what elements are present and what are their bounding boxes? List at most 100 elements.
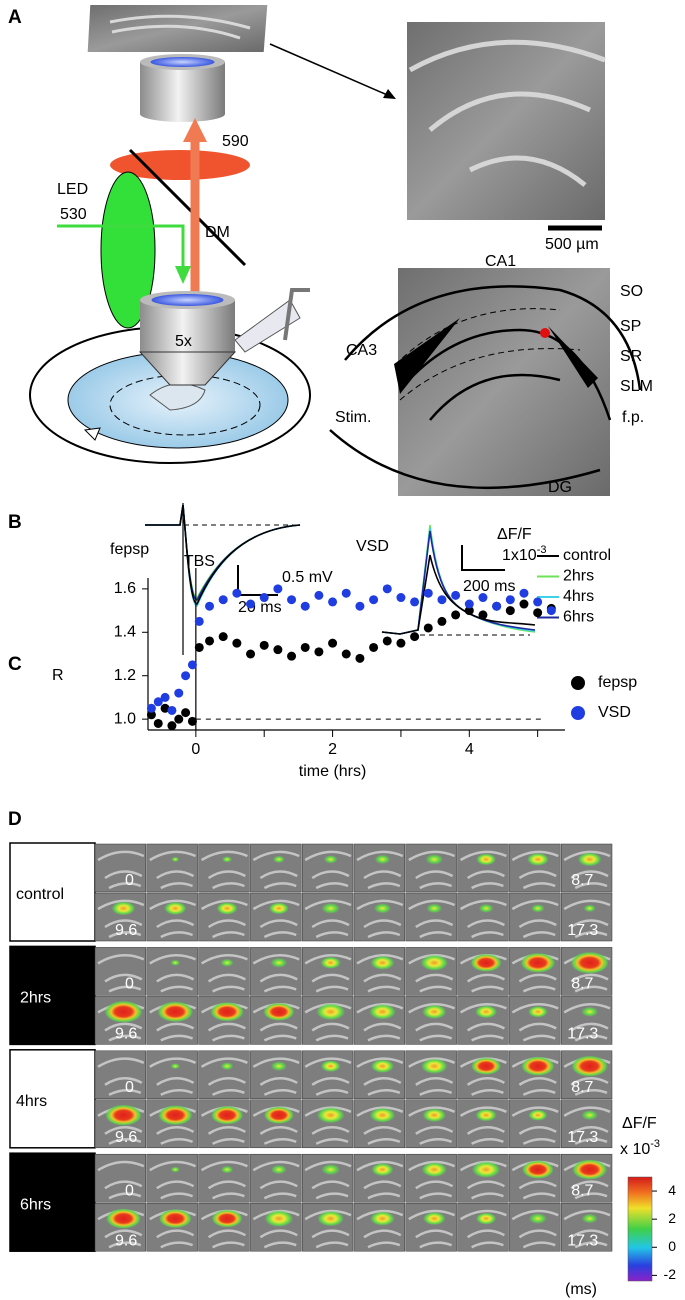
activity-blob — [216, 902, 238, 915]
frame-time: 0 — [125, 976, 134, 993]
frame-texture — [252, 850, 300, 890]
frame-time: 9.6 — [115, 1129, 137, 1146]
activity-blob — [577, 852, 602, 867]
activity-blob — [421, 1162, 447, 1177]
data-point — [451, 610, 461, 620]
tube-lens-bottom — [140, 106, 225, 122]
data-point — [167, 705, 177, 715]
activity-blob — [211, 1105, 244, 1125]
colorbar-exponent: -3 — [650, 1138, 660, 1150]
lens — [150, 57, 215, 67]
activity-blob — [317, 1210, 344, 1227]
layer-boundary — [394, 308, 581, 401]
frame-time: 17.3 — [567, 1026, 598, 1043]
frame-texture — [304, 954, 352, 993]
frame-texture — [200, 850, 248, 890]
frame-texture — [149, 1057, 197, 1096]
activity-blob — [528, 1213, 547, 1224]
activity-blob — [271, 1164, 287, 1175]
data-point — [246, 649, 256, 659]
activity-blob — [527, 852, 549, 866]
activity-blob — [520, 952, 556, 973]
scale-exponent: -3 — [537, 544, 547, 556]
objective-lens — [151, 294, 224, 306]
data-point — [382, 584, 392, 594]
activity-blob — [583, 904, 596, 913]
data-point — [273, 584, 283, 594]
excitation-filter — [100, 171, 156, 329]
data-point — [519, 599, 529, 609]
y-tick-label: 1.0 — [114, 710, 136, 727]
panel-label: A — [8, 7, 22, 28]
y-axis-label: R — [52, 667, 64, 684]
emission-filter — [110, 150, 250, 180]
frame-time: 17.3 — [567, 1232, 598, 1249]
frame-texture — [97, 899, 145, 939]
data-point — [464, 599, 474, 609]
frame-texture — [563, 1106, 611, 1145]
data-point — [187, 660, 197, 670]
electrode-holder — [283, 288, 310, 341]
condition-box — [9, 1152, 96, 1252]
activity-blob — [475, 1108, 497, 1122]
activity-blob — [268, 902, 289, 915]
data-point — [410, 632, 420, 642]
slice-texture — [408, 39, 606, 187]
activity-blob — [581, 1110, 599, 1121]
activity-blob — [272, 855, 285, 864]
frame-texture — [408, 899, 456, 939]
arrow-line — [269, 43, 393, 98]
data-point — [437, 595, 447, 605]
activity-blob — [158, 1105, 193, 1126]
activity-blob — [171, 856, 180, 862]
activity-blob — [104, 1000, 143, 1023]
frame-texture — [511, 1106, 559, 1145]
frame-time: 0 — [125, 1182, 134, 1199]
data-point — [451, 590, 461, 600]
frame-texture — [563, 850, 611, 890]
data-point — [546, 606, 556, 616]
legend: control 2hrs 4hrs 6hrs — [537, 547, 611, 626]
data-point — [314, 647, 324, 657]
colorbar-unit: x 10-3 — [620, 1138, 660, 1158]
x-axis-label: time (hrs) — [299, 763, 367, 780]
data-point — [464, 606, 474, 616]
activity-blob — [106, 1208, 141, 1229]
data-point — [160, 703, 170, 713]
condition-label: 2hrs — [20, 990, 51, 1007]
activity-blob — [522, 1160, 554, 1179]
activity-blob — [426, 903, 443, 914]
frame-time: 9.6 — [115, 922, 137, 939]
activity-blob — [570, 951, 609, 974]
frame-texture — [252, 899, 300, 939]
frame-texture — [408, 1106, 456, 1145]
activity-blob — [316, 1003, 346, 1021]
time-unit: (ms) — [565, 1281, 597, 1298]
activity-blob — [420, 954, 448, 971]
frame-texture — [408, 1209, 456, 1249]
frame-texture — [200, 1057, 248, 1096]
activity-blob — [470, 953, 502, 972]
data-point — [146, 710, 156, 720]
data-point — [396, 638, 406, 648]
slice-texture — [109, 14, 251, 40]
legend-label: 2hrs — [563, 568, 594, 585]
data-point — [505, 595, 515, 605]
legend-label: 4hrs — [563, 588, 594, 605]
frame-texture — [511, 1209, 559, 1249]
panel-label: C — [8, 654, 22, 675]
data-point — [160, 692, 170, 702]
legend-label: fepsp — [598, 674, 637, 691]
slice-map — [398, 268, 610, 496]
data-point — [205, 636, 215, 646]
activity-blob — [581, 1213, 598, 1224]
frame-texture — [200, 899, 248, 939]
frame-texture — [149, 1160, 197, 1200]
data-point — [369, 642, 379, 652]
colorbar-title: ΔF/F — [622, 1115, 657, 1132]
data-point — [273, 645, 283, 655]
activity-blob — [370, 955, 395, 970]
frame-time: 17.3 — [567, 922, 598, 939]
frame-time: 9.6 — [115, 1026, 137, 1043]
